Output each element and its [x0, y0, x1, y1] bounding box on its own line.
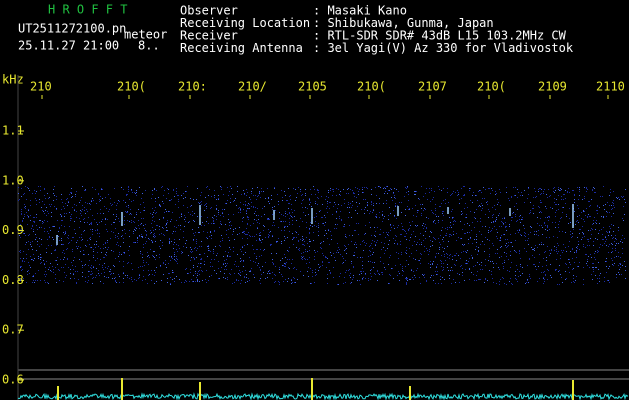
- field-value: : Shibukawa, Gunma, Japan: [313, 16, 494, 30]
- time-label: 210(: [477, 80, 506, 94]
- time-label: 2105: [298, 80, 327, 94]
- field-value: : Masaki Kano: [313, 4, 407, 18]
- file-name: UT2511272100.pn: [18, 22, 126, 36]
- unit-label: kHz: [2, 73, 24, 87]
- field-label: Receiving Antenna: [180, 41, 303, 55]
- time-label: 210: [30, 80, 52, 94]
- time-label: 210:: [178, 80, 207, 94]
- noise: [18, 186, 626, 285]
- field-value: : RTL-SDR SDR# 43dB L15 103.2MHz CW: [313, 29, 567, 43]
- datetime: 25.11.27 21:00: [18, 39, 119, 53]
- time-label: 210(: [117, 80, 146, 94]
- field-value: : 3el Yagi(V) Az 330 for Vladivostok: [313, 41, 574, 55]
- field-label: Receiver: [180, 29, 238, 43]
- mode: meteor: [124, 28, 167, 42]
- level-trace: [17, 392, 629, 400]
- time-label: 2107: [418, 80, 447, 94]
- time-label: 2109: [538, 80, 567, 94]
- freq-label: 0.9: [2, 223, 24, 237]
- app-title: H R O F F T: [48, 3, 127, 17]
- time-label: 2110: [596, 80, 625, 94]
- time-label: 210/: [238, 80, 267, 94]
- freq-label: 1.1: [2, 124, 24, 138]
- freq-label: 0.6: [2, 373, 24, 387]
- time-label: 210(: [357, 80, 386, 94]
- field-label: Receiving Location: [180, 16, 310, 30]
- freq-label: 0.8: [2, 273, 24, 287]
- freq-label: 1.0: [2, 173, 24, 187]
- freq-label: 0.7: [2, 323, 24, 337]
- field-label: Observer: [180, 4, 238, 18]
- count: 8..: [138, 39, 160, 53]
